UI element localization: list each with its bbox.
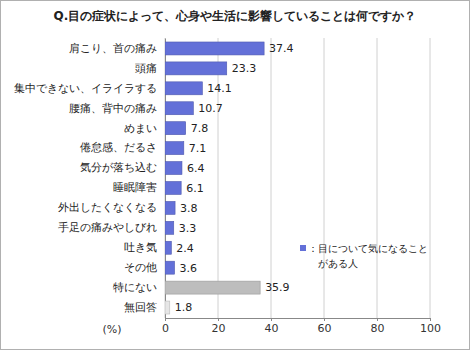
data-label: 7.1 [189,142,207,155]
bar [165,221,174,234]
tick-label: 100 [420,322,441,335]
tick: 気分が落ち込む [80,161,165,173]
tick: 無回答 [124,301,165,313]
data-label: 1.8 [175,301,193,314]
bars [165,42,264,314]
category-label: めまい [124,122,157,134]
data-label: 3.8 [180,202,198,215]
tick: 40 [265,318,279,335]
tick-label: 60 [318,322,332,335]
tick-mark [430,318,431,321]
axis-line [165,39,166,319]
tick: 80 [371,318,385,335]
axis-title: (%) [102,323,121,336]
tick: 頭痛 [135,62,165,74]
tick-label: 80 [371,322,385,335]
chart: Q.目の症状によって、心身や生活に影響していることは何ですか？ 0 20 40 60 80… [0,0,470,350]
category-label: 吐き気 [124,241,157,253]
data-label: 35.9 [265,281,290,294]
bar [165,42,264,55]
grid-line [430,38,431,318]
grid-line [377,38,378,318]
bar [165,162,182,175]
tick: 倦怠感、だるさ [80,141,165,153]
category-label: 外出したくなくなる [58,201,157,213]
bar [165,102,193,115]
grid-line [165,38,166,318]
bar [165,201,175,214]
grid-line [271,38,272,318]
data-label: 37.4 [269,42,294,55]
bar [165,301,170,314]
tick-mark [218,318,219,321]
category-label: 無回答 [124,301,157,313]
data-labels: 37.4 23.314.1 10.7 7.8 7.1 6.4 6.1 3.8 3.3 2.4 3.6… [175,42,294,314]
tick-mark [271,318,272,321]
bar [165,281,260,294]
legend-label: ：目について気になることがある人 [308,243,428,269]
category-label: 頭痛 [135,62,157,74]
tick: めまい [124,122,165,134]
bar [165,261,175,274]
category-label: 倦怠感、だるさ [80,141,157,153]
tick: 肩こり、首の痛み [69,42,165,54]
data-label: 3.6 [180,262,198,275]
tick-label: 0 [162,322,169,335]
data-label: 6.4 [187,162,205,175]
grid [165,38,430,318]
data-label: 23.3 [232,62,257,75]
tick: 0 [162,318,169,335]
data-label: 7.8 [191,122,209,135]
tick: 100 [420,318,441,335]
tick-mark [324,318,325,321]
tick: その他 [124,261,165,273]
tick: 腰痛、背中の痛み [69,102,165,114]
grid-line [324,38,325,318]
category-label: 集中できない、イライラする [14,82,157,95]
grid-line [218,38,219,318]
data-label: 6.1 [186,182,204,195]
tick: 特にない [113,281,165,293]
tick: 20 [212,318,226,335]
bar [165,122,186,135]
category-label: 手足の痛みやしびれ [58,221,157,233]
bar [165,181,181,194]
tick: 60 [318,318,332,335]
tick: 手足の痛みやしびれ [58,221,165,233]
category-label: 睡眠障害 [113,181,157,193]
title: Q.目の症状によって、心身や生活に影響していることは何ですか？ [54,9,417,23]
tick: 集中できない、イライラする [14,82,165,95]
category-label: 肩こり、首の痛み [69,42,157,54]
data-label: 14.1 [207,82,232,95]
category-label: 気分が落ち込む [80,161,157,173]
tick-label: 40 [265,322,279,335]
bar [165,82,202,95]
chart-frame [1,1,470,350]
category-label: 腰痛、背中の痛み [69,102,157,114]
tick: 吐き気 [124,241,165,253]
tick: 睡眠障害 [113,181,165,193]
tick: 外出したくなくなる [58,201,165,213]
y-axis: 肩こり、首の痛み頭痛集中できない、イライラする腰痛、背中の痛みめまい倦怠感、だる… [14,39,166,319]
data-label: 2.4 [176,242,194,255]
tick-label: 20 [212,322,226,335]
tick-mark [377,318,378,321]
data-label: 10.7 [198,102,223,115]
bar [165,241,171,254]
bar [165,62,227,75]
x-axis: 0 20 40 60 80 100 [162,318,441,335]
bar [165,142,184,155]
axis-line [166,319,431,322]
category-label: その他 [124,261,157,273]
category-label: 特にない [113,281,157,293]
legend: ：目について気になることがある人 [300,243,428,269]
legend-swatch [300,245,306,251]
data-label: 3.3 [179,222,197,235]
